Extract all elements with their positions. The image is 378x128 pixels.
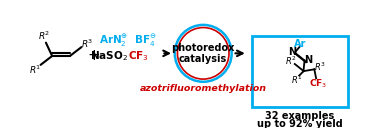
Text: photoredox: photoredox [172, 43, 235, 53]
Text: N: N [288, 47, 296, 57]
Text: azotrifluoromethylation: azotrifluoromethylation [140, 84, 267, 93]
Text: $R^1$: $R^1$ [291, 74, 302, 86]
Text: NaSO$_2$: NaSO$_2$ [90, 49, 128, 63]
Text: $R^3$: $R^3$ [314, 60, 325, 73]
Text: +: + [88, 49, 100, 63]
Text: Ar: Ar [294, 39, 306, 49]
Text: $R^2$: $R^2$ [285, 54, 297, 67]
Text: CF$_3$: CF$_3$ [309, 77, 327, 90]
Text: ArN$_2^{\oplus}$  BF$_4^{\ominus}$: ArN$_2^{\oplus}$ BF$_4^{\ominus}$ [99, 33, 157, 49]
Text: up to 92% yield: up to 92% yield [257, 119, 343, 128]
Text: N: N [304, 55, 312, 65]
Text: 32 examples: 32 examples [265, 111, 335, 121]
Text: $R^1$: $R^1$ [29, 64, 42, 76]
Text: $R^2$: $R^2$ [38, 29, 50, 42]
Text: CF$_3$: CF$_3$ [128, 49, 149, 63]
Text: catalysis: catalysis [179, 54, 227, 64]
FancyBboxPatch shape [252, 36, 348, 107]
Text: $R^3$: $R^3$ [81, 37, 93, 50]
